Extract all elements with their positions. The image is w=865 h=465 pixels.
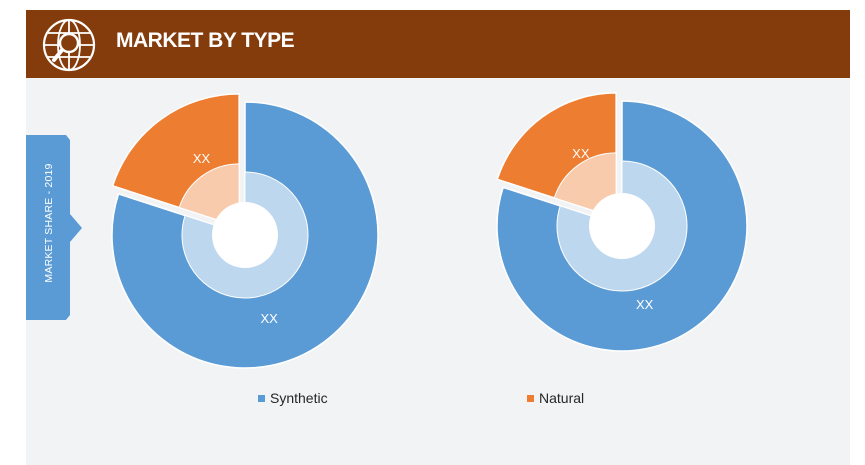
pie-2-label-synthetic: XX — [636, 297, 654, 312]
page-title: MARKET BY TYPE — [116, 29, 295, 52]
legend-label-synthetic: Synthetic — [270, 390, 328, 406]
globe-search-icon — [42, 18, 96, 72]
legend-swatch-synthetic — [258, 394, 265, 402]
legend-item-natural: Natural — [527, 390, 584, 406]
header-bar: MARKET BY TYPE — [26, 10, 850, 78]
legend-label-natural: Natural — [539, 390, 585, 406]
legend-item-synthetic: Synthetic — [258, 390, 328, 406]
pie-2-label-natural: XX — [572, 146, 590, 161]
legend-swatch-natural — [527, 394, 534, 402]
pie-1-label-natural: XX — [193, 151, 211, 166]
pie-1-center-hole — [212, 202, 278, 268]
pie-2-center-hole — [589, 193, 655, 259]
pie-1-label-synthetic: XX — [260, 311, 278, 326]
side-tab — [26, 135, 82, 320]
pie-2-inner-slice-synthetic — [556, 160, 688, 292]
